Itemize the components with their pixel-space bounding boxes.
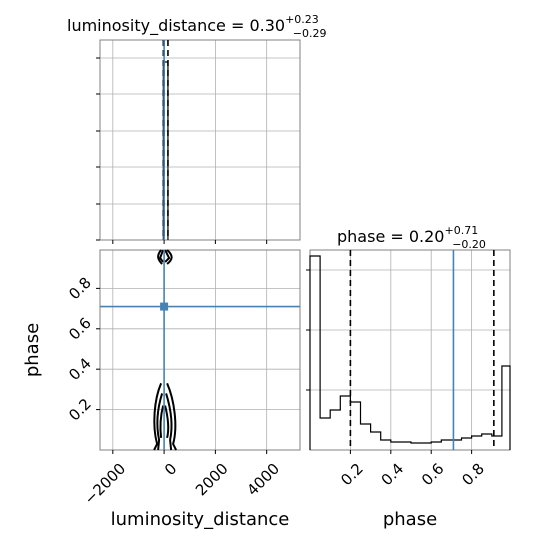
density-contour — [157, 249, 173, 265]
phase-title-sub: −0.20 — [452, 238, 486, 251]
density-contour — [156, 393, 173, 451]
distance-title: luminosity_distance = 0.30+0.23 −0.29 — [67, 13, 327, 40]
distance-title-sub: −0.29 — [293, 27, 327, 40]
panel-contour: −2000 0 2000 4000 0.2 0.4 0.6 0.8 — [65, 249, 301, 509]
y-tick-label: 0.2 — [65, 395, 95, 425]
x-tick-label: 0.4 — [378, 460, 408, 490]
x-tick-label: 2000 — [192, 460, 232, 500]
x-tick-label: 0.6 — [418, 460, 448, 490]
x-tick-label: 0.2 — [337, 460, 367, 490]
x-tick-label: −2000 — [81, 460, 130, 509]
panel-distance-hist: luminosity_distance = 0.30+0.23 −0.29 — [67, 13, 327, 244]
phase-title: phase = 0.20+0.71 −0.20 — [337, 224, 486, 251]
panel-phase-hist: 0.2 0.4 0.6 0.8 phase = 0.20+0.71 −0.20 — [306, 224, 511, 490]
axes-frame — [99, 39, 301, 241]
distance-title-sup: +0.23 — [285, 13, 319, 26]
axes-frame — [99, 249, 301, 451]
truth-marker — [160, 302, 169, 311]
y-tick-label: 0.6 — [65, 314, 95, 344]
x-tick-label: 0.8 — [458, 460, 488, 490]
density-contour — [153, 382, 177, 451]
x-tick-label: 4000 — [243, 460, 283, 500]
density-contour — [158, 249, 171, 263]
phase-title-sup: +0.71 — [444, 224, 478, 237]
y-axis-label-phase: phase — [22, 323, 43, 377]
y-tick-label: 0.4 — [65, 354, 95, 384]
axes-frame — [309, 249, 511, 451]
histogram-step — [309, 255, 511, 450]
x-tick-label: 0 — [161, 460, 180, 479]
x-axis-label-phase: phase — [383, 509, 437, 530]
y-tick-label: 0.8 — [65, 274, 95, 304]
x-axis-label-distance: luminosity_distance — [111, 509, 290, 530]
density-contour — [159, 405, 170, 439]
